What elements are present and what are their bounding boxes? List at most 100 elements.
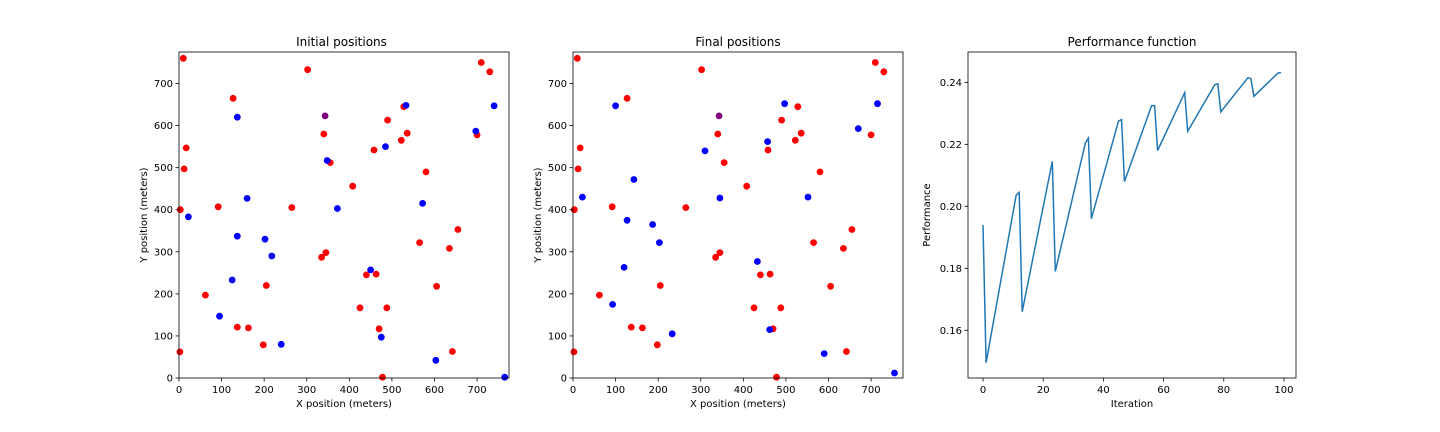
x-tick-label: 80 [1217, 385, 1230, 396]
x-tick-label: 500 [382, 385, 401, 396]
panel-performance-function: Performance function 0 20 40 60 80 100 0.16 0.1… [922, 35, 1297, 410]
data-point [416, 239, 423, 247]
data-point [623, 94, 631, 102]
data-point [259, 341, 267, 349]
data-point [216, 312, 223, 320]
x-tick-label: 100 [212, 385, 231, 396]
data-point [608, 203, 616, 211]
data-point [716, 194, 724, 202]
y-tick-label: 400 [548, 205, 567, 216]
data-point [384, 116, 391, 124]
x-tick-label: 400 [734, 385, 753, 396]
x-tick-label: 20 [1037, 385, 1050, 396]
data-point [397, 136, 405, 144]
data-point [797, 129, 805, 137]
data-point [233, 323, 241, 331]
line-marks [982, 71, 1282, 363]
scatter-marks [176, 54, 509, 381]
data-point [766, 270, 774, 278]
data-point [367, 266, 374, 274]
y-tick-label: 0.18 [940, 264, 962, 275]
y-tick-label: 0.16 [940, 326, 962, 337]
data-point [432, 356, 440, 364]
y-axis-label: Y position (meters) [533, 167, 544, 263]
data-point [668, 330, 676, 338]
data-point [243, 195, 251, 202]
data-point [228, 276, 236, 284]
x-tick-label: 700 [862, 385, 881, 396]
data-point [402, 102, 410, 109]
data-point [804, 193, 812, 201]
data-point [322, 249, 330, 256]
x-tick-label: 400 [340, 385, 359, 396]
y-tick-label: 200 [548, 289, 567, 300]
data-point [419, 200, 426, 207]
data-point [501, 373, 509, 381]
data-point [477, 59, 485, 66]
data-point [682, 204, 690, 212]
y-tick-label: 700 [548, 79, 567, 90]
scatter-marks [570, 54, 898, 381]
data-point [349, 182, 357, 190]
data-point [653, 341, 661, 349]
axis-ticks: 0 20 40 60 80 100 0.16 0.18 0.20 0.22 0.24 [940, 78, 1294, 396]
y-tick-label: 200 [154, 289, 173, 300]
data-point [245, 324, 252, 332]
data-point [880, 68, 888, 76]
data-point [698, 66, 705, 74]
data-point [472, 127, 480, 135]
axis-ticks: 0 100 200 300 400 500 600 700 0 100 200 300 400 500 60… [154, 79, 487, 396]
data-point [891, 369, 898, 377]
data-point [570, 348, 578, 356]
x-tick-label: 40 [1097, 385, 1110, 396]
data-point [781, 100, 788, 108]
data-point [570, 206, 578, 214]
y-tick-label: 100 [548, 331, 567, 342]
data-point [777, 304, 785, 312]
data-point [233, 113, 241, 121]
x-tick-label: 700 [468, 385, 487, 396]
data-point [715, 112, 723, 120]
data-point [356, 304, 364, 312]
data-point [656, 239, 663, 247]
data-point [848, 226, 856, 233]
y-tick-label: 500 [154, 163, 173, 174]
y-tick-label: 0.24 [940, 78, 962, 89]
data-point [214, 203, 222, 211]
data-point [773, 373, 780, 381]
data-point [649, 221, 656, 228]
data-point [778, 116, 785, 124]
y-tick-label: 400 [154, 205, 173, 216]
data-point [720, 159, 728, 167]
data-point [202, 291, 209, 299]
data-point [490, 102, 498, 110]
data-point [179, 54, 187, 62]
data-point [185, 213, 192, 221]
x-axis-label: X position (meters) [296, 399, 392, 410]
data-point [379, 373, 386, 381]
data-point [820, 350, 828, 357]
y-tick-label: 300 [548, 247, 567, 258]
x-tick-label: 0 [176, 385, 182, 396]
data-point [810, 239, 817, 247]
data-point [867, 131, 875, 139]
x-tick-label: 600 [425, 385, 444, 396]
axes-frame [178, 51, 510, 379]
data-point [754, 258, 761, 265]
data-point [382, 143, 389, 151]
performance-line [982, 71, 1282, 363]
data-point [318, 253, 325, 261]
data-point [596, 291, 603, 299]
data-point [827, 282, 834, 290]
y-tick-label: 300 [154, 247, 173, 258]
data-point [743, 182, 751, 190]
y-tick-label: 500 [548, 163, 567, 174]
data-point [716, 249, 724, 256]
data-point [268, 252, 276, 260]
x-tick-label: 200 [649, 385, 668, 396]
data-point [363, 271, 370, 279]
data-point [816, 168, 824, 176]
y-tick-label: 100 [154, 331, 173, 342]
data-point [304, 66, 311, 74]
